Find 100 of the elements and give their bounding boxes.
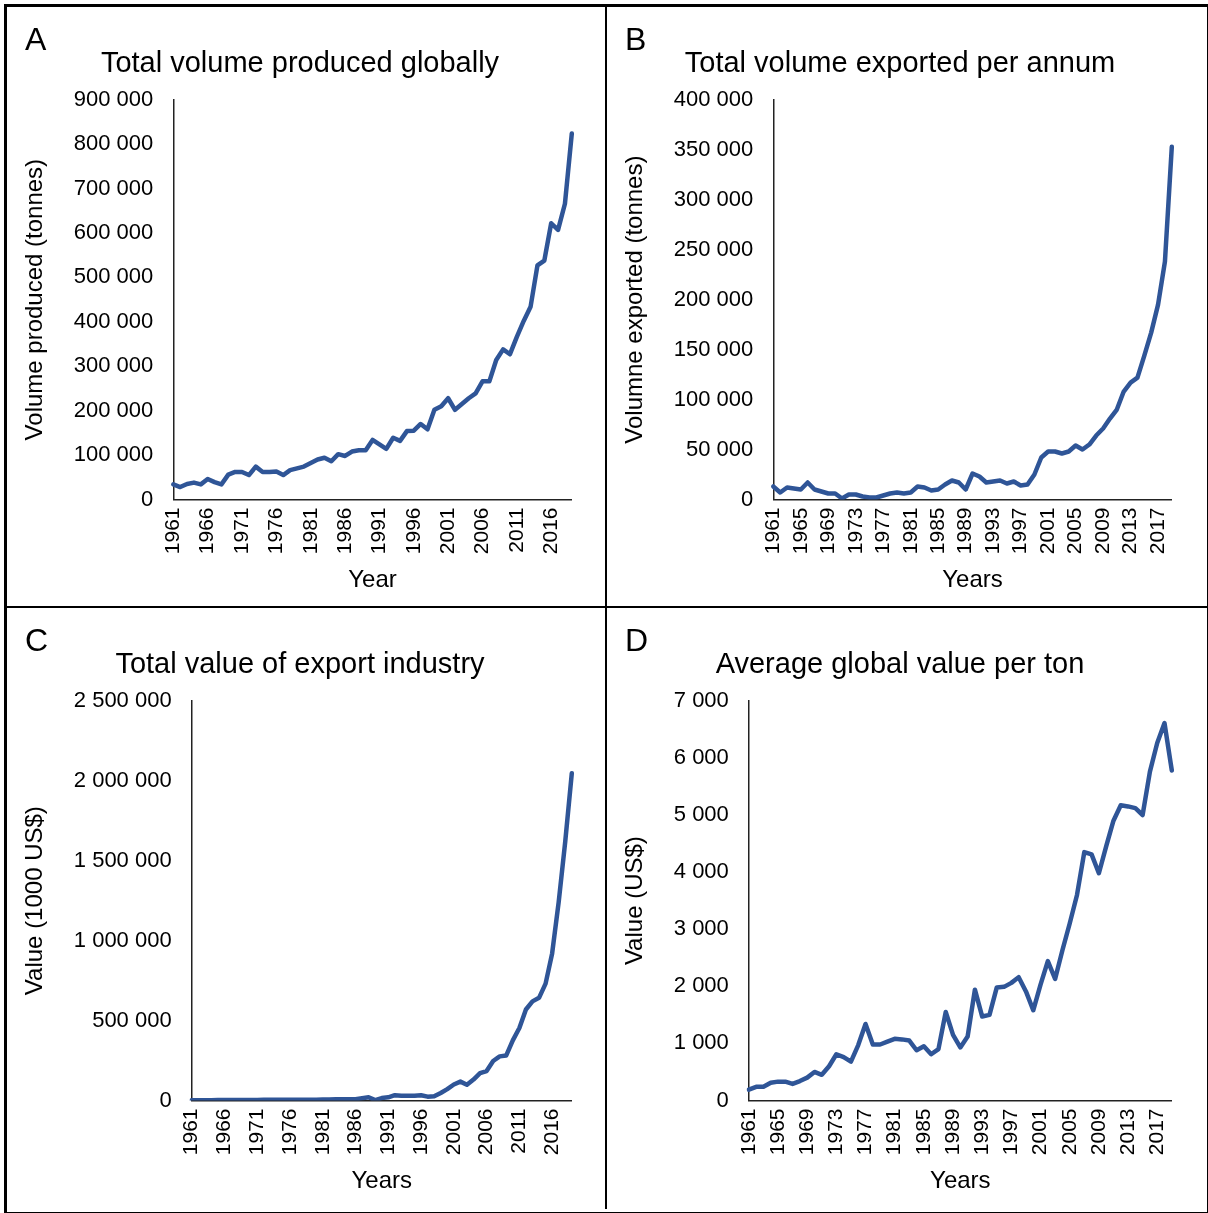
x-tick-label: 1993	[979, 507, 1003, 555]
y-tick-label: 300 000	[673, 185, 754, 211]
x-tick-label: 1985	[925, 507, 949, 555]
x-tick-label: 2001	[440, 1108, 464, 1156]
y-axis-title: Value (1000 US$)	[20, 806, 48, 996]
y-tick-label: 150 000	[673, 335, 754, 361]
x-tick-label: 2013	[1114, 1108, 1138, 1156]
x-tick-label: 1989	[939, 1108, 963, 1156]
y-tick-label: 7 000	[673, 686, 729, 712]
x-tick-label: 2017	[1144, 507, 1168, 555]
y-tick-label: 0	[141, 485, 154, 511]
y-tick-label: 2 000	[673, 972, 729, 998]
y-tick-label: 0	[741, 485, 754, 511]
x-tick-label: 1996	[407, 1108, 431, 1156]
text: A	[25, 21, 47, 58]
x-tick-label: 1976	[263, 507, 287, 555]
x-tick-label: 1961	[178, 1108, 202, 1156]
x-tick-label: 1976	[276, 1108, 300, 1156]
x-tick-label: 1969	[793, 1108, 817, 1156]
x-axis-title: Year	[348, 565, 397, 593]
x-tick-label: 1969	[815, 507, 839, 555]
y-tick-label: 400 000	[73, 307, 154, 333]
y-tick-label: 100 000	[673, 385, 754, 411]
x-tick-label: 1961	[735, 1108, 759, 1156]
x-tick-label: 2001	[434, 507, 458, 555]
text: B	[625, 21, 647, 58]
y-tick-label: 6 000	[673, 743, 729, 769]
x-tick-label: 2001	[1034, 507, 1058, 555]
x-tick-label: 1981	[881, 1108, 905, 1156]
y-tick-label: 5 000	[673, 801, 729, 827]
x-tick-label: 2006	[473, 1108, 497, 1156]
x-tick-label: 2011	[506, 1108, 530, 1154]
x-tick-label: 2001	[1027, 1108, 1051, 1156]
x-tick-label: 1981	[897, 507, 921, 555]
x-tick-label: 1996	[400, 507, 424, 555]
x-tick-label: 1991	[375, 1108, 399, 1156]
y-tick-label: 1 000 000	[73, 926, 172, 952]
y-tick-label: 800 000	[73, 130, 154, 156]
x-tick-label: 2005	[1062, 507, 1086, 555]
x-tick-label: 1961	[160, 507, 184, 555]
x-tick-label: 2006	[469, 507, 493, 555]
text: C	[25, 622, 49, 659]
chart-title: Total value of export industry	[115, 647, 486, 680]
y-tick-label: 4 000	[673, 858, 729, 884]
x-tick-label: 1966	[211, 1108, 235, 1156]
y-tick-label: 0	[716, 1086, 729, 1112]
chart-title: Average global value per ton	[715, 647, 1085, 680]
x-tick-label: 1965	[787, 507, 811, 555]
x-tick-label: 1991	[366, 507, 390, 555]
x-tick-label: 1997	[998, 1108, 1022, 1156]
chart-title: Total volume exported per annum	[684, 46, 1116, 79]
chart-title: Total volume produced globally	[100, 46, 500, 79]
x-tick-label: 2013	[1117, 507, 1141, 555]
y-tick-label: 2 500 000	[73, 686, 172, 712]
x-tick-label: 2011	[503, 507, 527, 553]
y-tick-label: 500 000	[73, 263, 154, 289]
y-tick-label: 2 000 000	[73, 766, 172, 792]
x-tick-label: 1971	[228, 507, 252, 555]
x-tick-label: 1981	[297, 507, 321, 555]
x-tick-label: 1981	[309, 1108, 333, 1156]
y-tick-label: 50 000	[686, 435, 754, 461]
x-tick-label: 2009	[1085, 1108, 1109, 1156]
y-axis-title: Volume produced (tonnes)	[20, 158, 48, 441]
x-tick-label: 1985	[910, 1108, 934, 1156]
x-tick-label: 1977	[852, 1108, 876, 1156]
x-tick-label: 1965	[764, 1108, 788, 1156]
x-tick-label: 2016	[538, 1108, 562, 1156]
x-axis-title: Years	[930, 1166, 991, 1194]
x-tick-label: 1989	[952, 507, 976, 555]
x-axis-title: Years	[942, 565, 1003, 593]
y-tick-label: 350 000	[673, 135, 754, 161]
y-tick-label: 500 000	[92, 1006, 172, 1032]
y-tick-label: 0	[159, 1086, 172, 1112]
y-tick-label: 3 000	[673, 915, 729, 941]
x-tick-label: 1977	[870, 507, 894, 555]
x-axis-title: Years	[351, 1166, 412, 1194]
x-tick-label: 2009	[1089, 507, 1113, 555]
x-tick-label: 1986	[331, 507, 355, 555]
x-tick-label: 1971	[244, 1108, 268, 1156]
x-tick-label: 1973	[842, 507, 866, 555]
y-tick-label: 900 000	[73, 85, 154, 111]
x-tick-label: 1973	[823, 1108, 847, 1156]
x-tick-label: 1986	[342, 1108, 366, 1156]
y-tick-label: 300 000	[73, 352, 154, 378]
y-tick-label: 100 000	[73, 441, 154, 467]
y-tick-label: 700 000	[73, 174, 154, 200]
text: D	[625, 622, 649, 659]
y-tick-label: 250 000	[673, 235, 754, 261]
y-tick-label: 1 500 000	[73, 846, 172, 872]
x-tick-label: 2017	[1144, 1108, 1168, 1156]
y-tick-label: 600 000	[73, 219, 154, 245]
x-tick-label: 2005	[1056, 1108, 1080, 1156]
x-tick-label: 1997	[1007, 507, 1031, 555]
y-tick-label: 200 000	[73, 396, 154, 422]
x-tick-label: 1966	[194, 507, 218, 555]
x-tick-label: 1961	[760, 507, 784, 555]
x-tick-label: 2016	[537, 507, 561, 555]
x-tick-label: 1993	[969, 1108, 992, 1156]
y-axis-title: Value (US$)	[620, 836, 648, 966]
y-tick-label: 1 000	[673, 1029, 729, 1055]
